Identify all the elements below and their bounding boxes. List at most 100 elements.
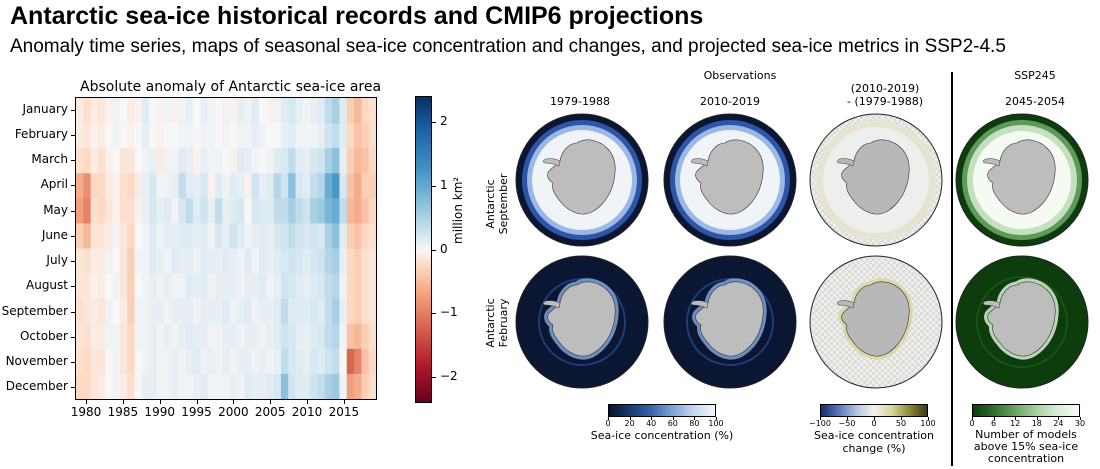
heatmap-cell xyxy=(310,173,318,199)
heatmap-cell xyxy=(310,373,318,399)
heatmap-cell xyxy=(141,248,150,274)
heatmap-cell xyxy=(185,98,194,124)
x-tick xyxy=(343,400,345,404)
heatmap-cell xyxy=(193,123,201,149)
heatmap-cell xyxy=(90,348,99,375)
heatmap-cell xyxy=(317,298,326,325)
heatmap-cell xyxy=(119,198,128,224)
heatmap-cell xyxy=(266,198,274,224)
year-label: 1990 xyxy=(144,405,175,419)
heatmap-cell xyxy=(178,198,187,224)
heatmap-cell xyxy=(288,148,296,174)
heatmap-cell xyxy=(97,123,106,149)
heatmap-cell xyxy=(127,123,135,149)
y-tick xyxy=(71,311,75,313)
heatmap-cell xyxy=(193,348,201,375)
heatmap-cell xyxy=(324,148,333,174)
slide-subtitle: Anomaly time series, maps of seasonal se… xyxy=(10,36,1006,57)
heatmap-cell xyxy=(222,98,231,124)
heatmap-cell xyxy=(105,223,113,249)
heatmap-cell xyxy=(295,348,304,375)
heatmap-cell xyxy=(346,123,355,149)
month-label: June xyxy=(41,227,68,242)
heatmap-cell xyxy=(310,198,318,224)
heatmap-cell xyxy=(127,148,135,174)
heatmap-cell xyxy=(105,373,113,399)
x-tick xyxy=(270,400,272,404)
colorbar-tick-label: 60 xyxy=(667,419,678,428)
colorbar-tick-label: 0 xyxy=(969,419,975,428)
heatmap-cell xyxy=(266,348,274,375)
heatmap-cell xyxy=(207,123,216,149)
heatmap-cell xyxy=(200,298,209,325)
y-tick xyxy=(71,210,75,212)
colorbar-tick xyxy=(432,249,436,251)
heatmap-cell xyxy=(280,148,289,174)
colorbar-tick-label: 0 xyxy=(440,241,448,256)
heatmap-cell xyxy=(229,323,238,350)
heatmap-cell xyxy=(127,198,135,224)
heatmap-cell xyxy=(251,273,260,300)
row-label-september: Antarctic September xyxy=(484,173,510,235)
heatmap-cell xyxy=(149,198,157,224)
heatmap-cell xyxy=(244,198,253,224)
heatmap-cell xyxy=(354,248,362,274)
heatmap-cell xyxy=(317,223,326,249)
heatmap-cell xyxy=(156,273,165,300)
heatmap-cell xyxy=(76,323,84,350)
heatmap-cell xyxy=(295,373,304,399)
heatmap-cell xyxy=(280,173,289,199)
heatmap-cell xyxy=(178,223,187,249)
col-label-1979-1988: 1979-1988 xyxy=(550,95,610,108)
heatmap-cell xyxy=(244,173,253,199)
heatmap-cell xyxy=(149,298,157,325)
colorbar-tick-label: −100 xyxy=(809,419,831,428)
heatmap-cell xyxy=(178,173,187,199)
heatmap-cell xyxy=(324,98,333,124)
colorbar-tick xyxy=(847,417,848,420)
heatmap-cell xyxy=(236,123,245,149)
heatmap-cell xyxy=(163,248,172,274)
heatmap-cell xyxy=(193,223,201,249)
heatmap-cell xyxy=(361,373,370,399)
heatmap-cell xyxy=(251,298,260,325)
heatmap-cell xyxy=(280,298,289,325)
colorbar-tick-label: −1 xyxy=(440,305,458,320)
colorbar-tick-label: 2 xyxy=(440,113,448,128)
heatmap-cell xyxy=(185,348,194,375)
heatmap-cell xyxy=(280,273,289,300)
heatmap-cell xyxy=(222,148,231,174)
heatmap-cell xyxy=(280,98,289,124)
heatmap-cell xyxy=(346,98,355,124)
colorbar-tick xyxy=(972,417,973,420)
heatmap-cell xyxy=(76,298,84,325)
heatmap-cell xyxy=(171,123,179,149)
heatmap-cell xyxy=(207,98,216,124)
colorbar-tick-label: 50 xyxy=(895,419,907,428)
heatmap-cell xyxy=(354,323,362,350)
heatmap-cell xyxy=(361,348,370,375)
heatmap-cell xyxy=(119,173,128,199)
heatmap-cell xyxy=(119,298,128,325)
heatmap-cell xyxy=(178,373,187,399)
heatmap-cell xyxy=(236,373,245,399)
heatmap-cell xyxy=(200,123,209,149)
heatmap-cell xyxy=(119,148,128,174)
colorbar-tick xyxy=(694,417,696,420)
heatmap-cell xyxy=(302,298,311,325)
heatmap-cell xyxy=(215,198,223,224)
heatmap-cell xyxy=(251,323,260,350)
heatmap-cell xyxy=(178,123,187,149)
heatmap-cell xyxy=(76,98,84,124)
col-label-2010-2019: 2010-2019 xyxy=(700,95,760,108)
year-label: 2010 xyxy=(291,405,323,419)
heatmap-cell xyxy=(317,273,326,300)
heatmap-cell xyxy=(163,223,172,249)
heatmap-cell xyxy=(141,273,150,300)
heatmap-cell xyxy=(236,148,245,174)
heatmap-cell xyxy=(222,348,231,375)
heatmap-cell xyxy=(236,98,245,124)
heatmap-cell xyxy=(266,173,274,199)
heatmap-cell xyxy=(90,273,99,300)
heatmap-cell xyxy=(324,373,333,399)
